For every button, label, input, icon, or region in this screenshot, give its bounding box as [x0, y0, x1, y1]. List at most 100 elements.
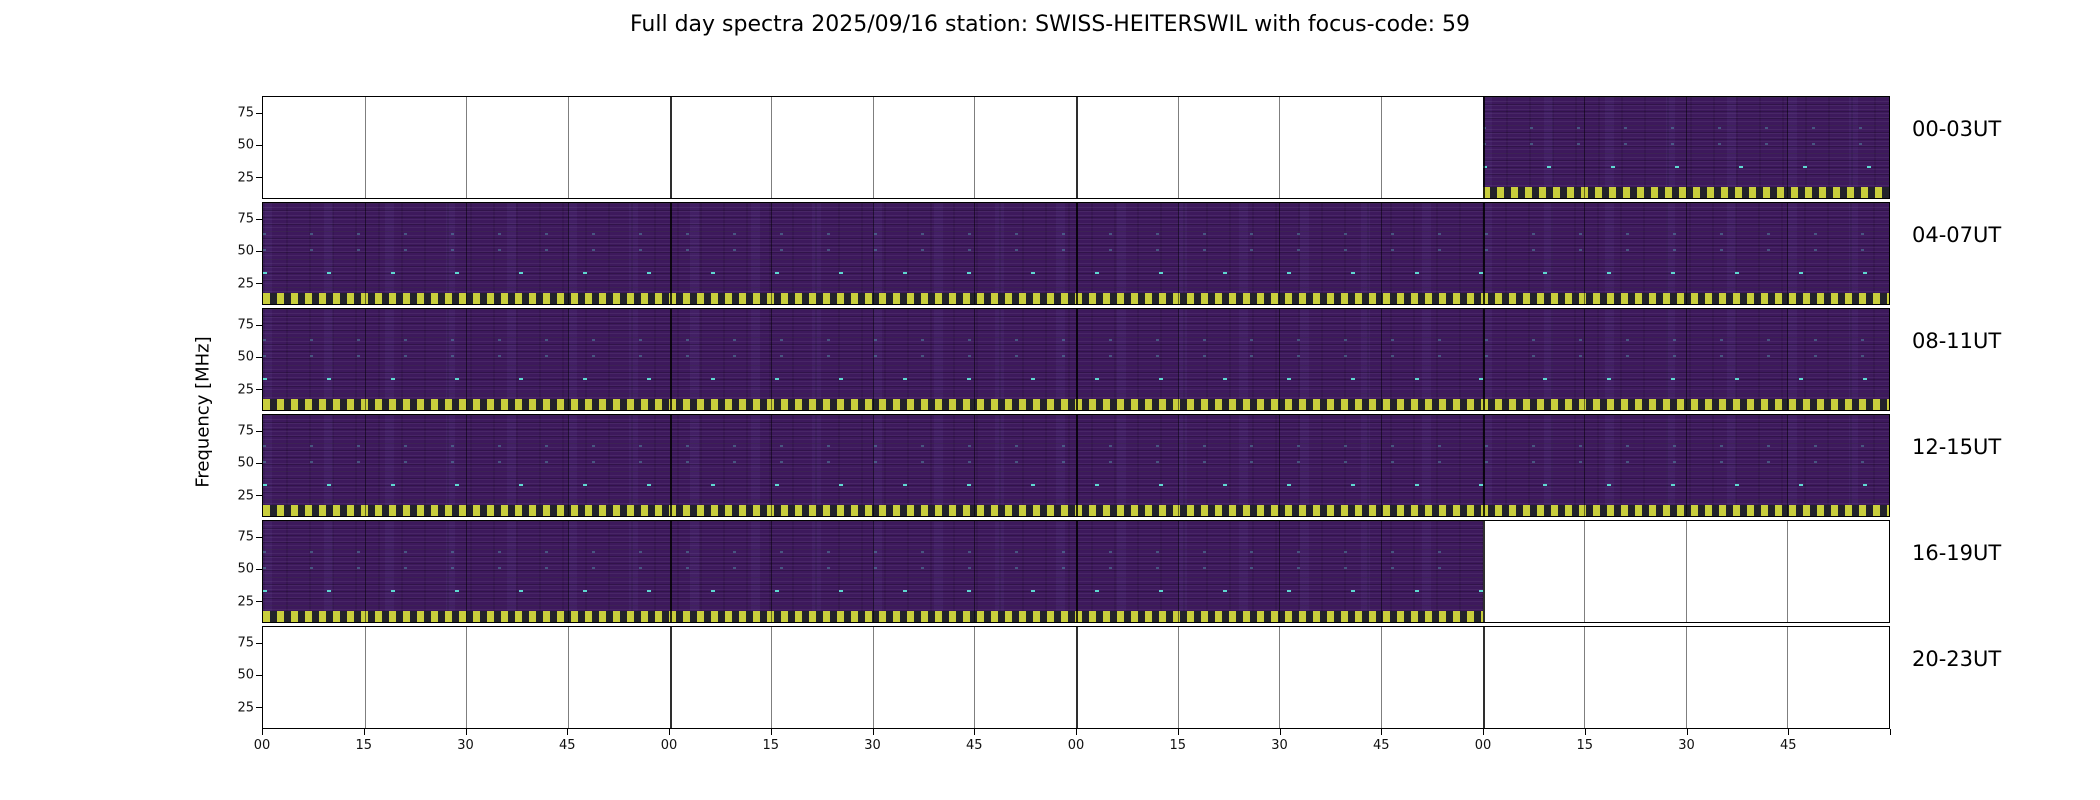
- x-tick-label: 15: [762, 738, 780, 753]
- spectra-row-16-19: 75 50 25 16-19UT: [237, 520, 2001, 623]
- spectra-row-08-11: 75 50 25 08-11UT: [237, 308, 2001, 411]
- chart-title: Full day spectra 2025/09/16 station: SWI…: [629, 12, 1471, 37]
- segment-boundary-line: [872, 309, 874, 410]
- spectrogram-axes-08-11: 75 50 25: [237, 308, 1890, 411]
- segment-boundary-line: [1380, 309, 1382, 410]
- segment-boundary-line: [466, 203, 468, 304]
- y-tick: [256, 177, 262, 179]
- y-tick-label: 50: [237, 455, 254, 471]
- segment-boundary-line: [364, 203, 366, 304]
- hour-boundary-line: [669, 521, 672, 622]
- y-tick: [256, 112, 262, 114]
- x-tick: [1076, 729, 1077, 735]
- y-tick: [256, 218, 262, 220]
- segment-boundary-line: [567, 415, 569, 516]
- segment-boundary-line: [567, 203, 569, 304]
- y-tick: [256, 430, 262, 432]
- y-tick: [256, 536, 262, 538]
- y-tick-label: 25: [237, 488, 254, 504]
- segment-boundary-line: [1685, 309, 1687, 410]
- segment-boundary-line: [364, 309, 366, 410]
- x-tick-label: 15: [1169, 738, 1187, 753]
- segment-boundary-line: [1177, 521, 1179, 622]
- segment-boundary-line: [1685, 521, 1687, 622]
- y-tick-label: 25: [237, 276, 254, 292]
- segment-boundary-line: [364, 415, 366, 516]
- spectra-row-12-15: 75 50 25 12-15UT: [237, 414, 2001, 517]
- segment-boundary-line: [974, 97, 976, 198]
- segment-boundary-line: [872, 97, 874, 198]
- y-tick: [256, 283, 262, 285]
- hour-boundary-line: [1482, 309, 1485, 410]
- x-tick: [1381, 729, 1383, 735]
- spectrogram-axes-16-19: 75 50 25: [237, 520, 1890, 623]
- segment-boundary-line: [974, 415, 976, 516]
- x-tick-label: 45: [1779, 738, 1797, 753]
- y-tick: [256, 462, 262, 464]
- spectra-row-20-23: 75 50 25 20-23UT: [237, 626, 2001, 729]
- x-axis: 00 15 30 45 00 15 30 45 00 15 30 45 00 15 30 45: [254, 729, 1891, 761]
- segment-boundary-line: [466, 309, 468, 410]
- y-tick: [256, 568, 262, 570]
- y-tick-label: 75: [237, 105, 254, 121]
- segment-boundary-line: [872, 627, 874, 728]
- segment-boundary-line: [771, 521, 773, 622]
- segment-boundary-line: [1787, 203, 1789, 304]
- segment-boundary-line: [1584, 415, 1586, 516]
- segment-boundary-line: [771, 627, 773, 728]
- y-tick-label: 25: [237, 594, 254, 610]
- row-label-12-15ut: 12-15UT: [1912, 435, 2002, 459]
- y-tick-label: 50: [237, 243, 254, 259]
- x-tick: [262, 729, 263, 735]
- segment-boundary-line: [1787, 521, 1789, 622]
- segment-boundary-line: [1584, 627, 1586, 728]
- y-tick-label: 75: [237, 317, 254, 333]
- y-tick: [256, 144, 262, 146]
- segment-boundary-line: [1584, 97, 1586, 198]
- segment-boundary-line: [1279, 309, 1281, 410]
- segment-boundary-line: [1685, 415, 1687, 516]
- segment-boundary-line: [1177, 309, 1179, 410]
- x-tick-label: 30: [457, 738, 474, 753]
- segment-boundary-line: [1380, 415, 1382, 516]
- segment-boundary-line: [1584, 521, 1586, 622]
- x-tick-label: 45: [558, 738, 576, 753]
- hour-boundary-line: [1076, 627, 1078, 728]
- segment-boundary-line: [1787, 309, 1789, 410]
- segment-boundary-line: [1787, 97, 1789, 198]
- segment-boundary-line: [771, 309, 773, 410]
- segment-boundary-line: [466, 97, 468, 198]
- spectrogram-axes-04-07: 75 50 25: [237, 202, 1890, 305]
- y-tick-label: 25: [237, 700, 254, 716]
- x-tick-label: 30: [1271, 738, 1288, 753]
- x-tick: [1584, 729, 1586, 735]
- x-tick: [1890, 729, 1891, 735]
- segment-boundary-line: [1685, 627, 1687, 728]
- segment-boundary-line: [1177, 97, 1179, 198]
- x-tick-label: 00: [1474, 738, 1492, 753]
- segment-boundary-line: [1380, 627, 1382, 728]
- y-tick-label: 50: [237, 561, 254, 577]
- hour-boundary-line: [669, 309, 672, 410]
- hour-boundary-line: [669, 415, 672, 516]
- segment-boundary-line: [1177, 203, 1179, 304]
- x-tick: [872, 729, 874, 735]
- y-tick-label: 75: [237, 423, 254, 439]
- segment-boundary-line: [466, 627, 468, 728]
- hour-boundary-line: [669, 97, 672, 198]
- segment-boundary-line: [1685, 203, 1687, 304]
- segment-boundary-line: [1279, 415, 1281, 516]
- segment-boundary-line: [1279, 97, 1281, 198]
- spectra-rows: 75 50 25 00-03UT 75 50 25 04-07UT 75 50 25 08-…: [237, 96, 2001, 729]
- hour-boundary-line: [1482, 203, 1485, 304]
- row-label-04-07ut: 04-07UT: [1912, 223, 2002, 247]
- x-tick: [1788, 729, 1790, 735]
- y-tick: [256, 250, 262, 252]
- segment-boundary-line: [1380, 521, 1382, 622]
- hour-boundary-line: [1482, 521, 1485, 622]
- y-tick: [256, 674, 262, 676]
- segment-boundary-line: [1584, 309, 1586, 410]
- y-tick-label: 50: [237, 349, 254, 365]
- x-tick-label: 00: [253, 738, 271, 753]
- row-label-08-11ut: 08-11UT: [1912, 329, 2002, 353]
